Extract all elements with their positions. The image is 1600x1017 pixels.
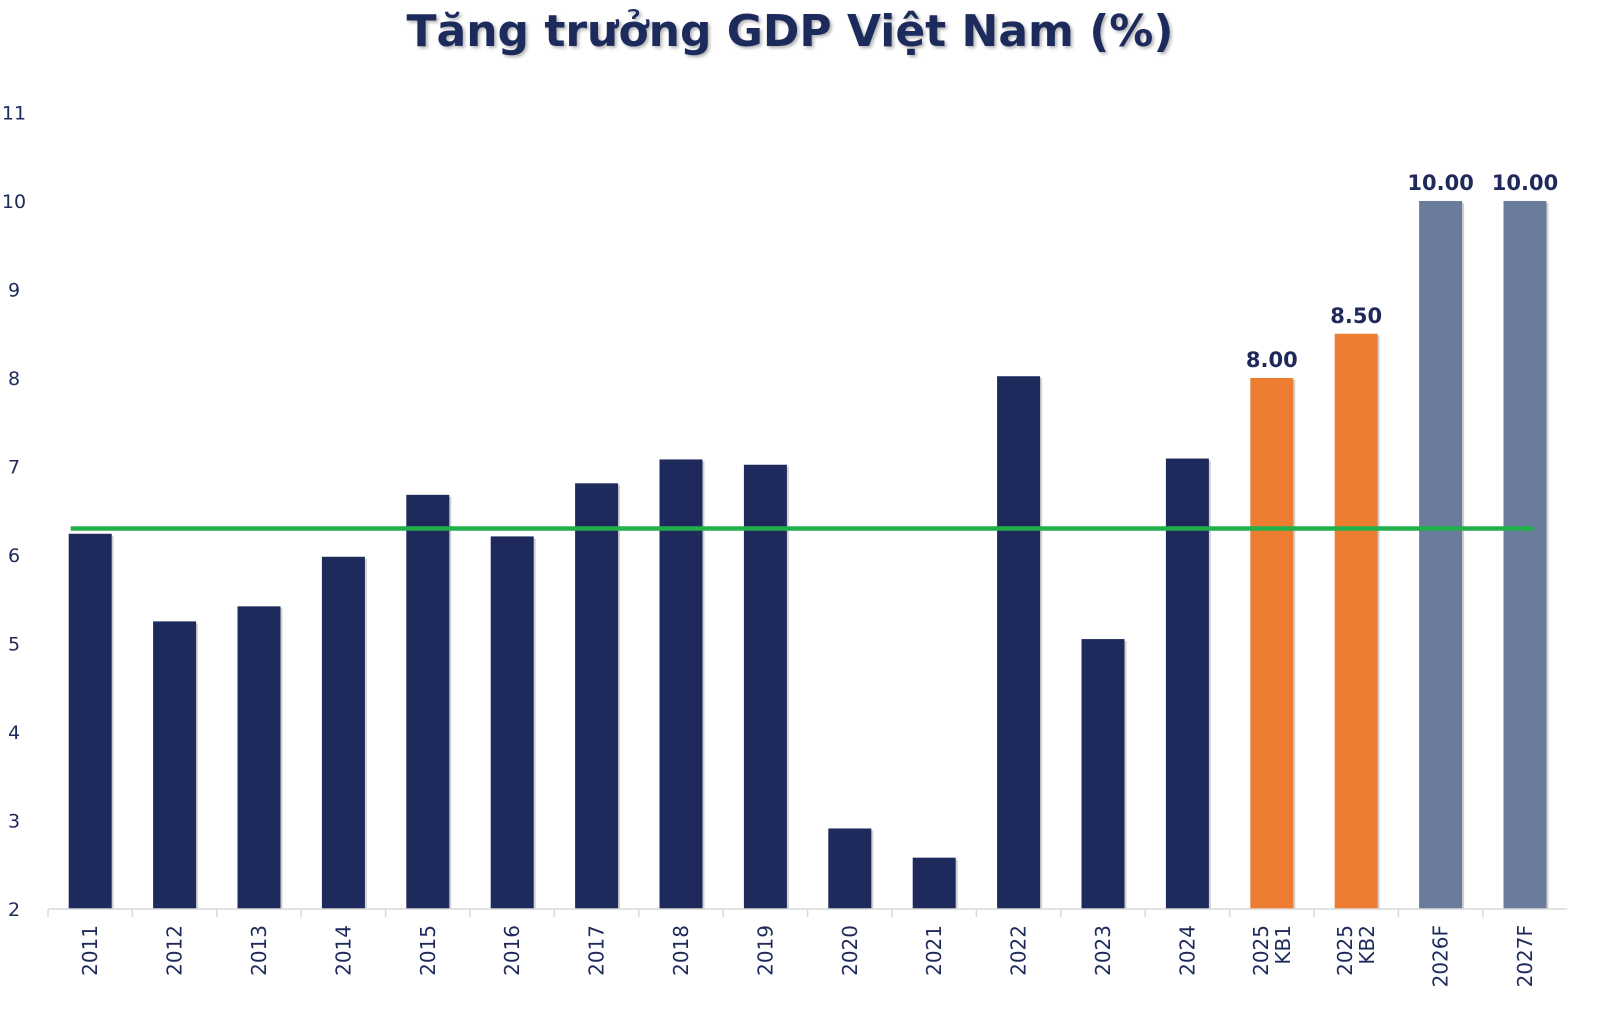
x-tick-label: 2015	[416, 925, 440, 976]
bar-2017	[575, 483, 619, 909]
x-tick-label: 2023	[1091, 925, 1115, 976]
bar-2025-KB2	[1334, 333, 1378, 909]
y-tick-label: 9	[8, 280, 20, 302]
bar-2022	[997, 376, 1041, 910]
bar-2020	[828, 828, 872, 909]
x-tick-label: 2027F	[1513, 925, 1537, 987]
bar-2026F	[1419, 201, 1463, 909]
y-tick-label: 11	[2, 103, 26, 125]
data-label: 10.00	[1492, 171, 1558, 195]
y-tick-label: 8	[8, 368, 20, 390]
x-tick-label: 2017	[585, 925, 609, 976]
x-tick-label: 2025	[1249, 925, 1273, 976]
x-tick-label: 2026F	[1429, 925, 1453, 987]
y-tick-label: 4	[8, 722, 20, 744]
bar-2018	[659, 459, 703, 909]
x-tick-label: 2020	[838, 925, 862, 976]
y-tick-label: 5	[8, 634, 20, 656]
bar-2011	[68, 533, 112, 909]
bar-2015	[406, 494, 450, 909]
y-tick-label: 2	[8, 899, 20, 921]
x-tick-label: 2021	[922, 925, 946, 976]
x-tick-label: 2018	[669, 925, 693, 976]
bar-2013	[237, 606, 281, 909]
x-tick-label: KB1	[1271, 925, 1295, 965]
bar-2023	[1081, 639, 1125, 909]
y-tick-label: 6	[8, 545, 20, 567]
bar-2025-KB1	[1250, 378, 1294, 909]
x-tick-label: 2014	[331, 925, 355, 976]
y-tick-label: 10	[2, 191, 26, 213]
bar-2019	[743, 464, 787, 909]
y-tick-label: 3	[8, 811, 20, 833]
bar-2012	[153, 621, 197, 909]
x-tick-label: 2013	[247, 925, 271, 976]
x-tick-label: 2016	[500, 925, 524, 976]
x-tick-label: 2025	[1333, 925, 1357, 976]
bar-2014	[321, 556, 365, 909]
x-tick-label: 2022	[1007, 925, 1031, 976]
data-label: 8.50	[1330, 304, 1382, 328]
y-tick-label: 7	[8, 457, 20, 479]
data-label: 8.00	[1246, 348, 1298, 372]
chart-title: Tăng trưởng GDP Việt Nam (%)	[406, 6, 1173, 57]
data-label: 10.00	[1407, 171, 1473, 195]
x-tick-label: 2019	[753, 925, 777, 976]
x-tick-label: 2011	[78, 925, 102, 976]
x-tick-label: KB2	[1355, 925, 1379, 965]
bar-2024	[1165, 458, 1209, 909]
bar-2021	[912, 857, 956, 909]
x-tick-label: 2024	[1175, 925, 1199, 976]
x-tick-label: 2012	[163, 925, 187, 976]
bar-2027F	[1503, 201, 1547, 909]
bar-2016	[490, 536, 534, 909]
